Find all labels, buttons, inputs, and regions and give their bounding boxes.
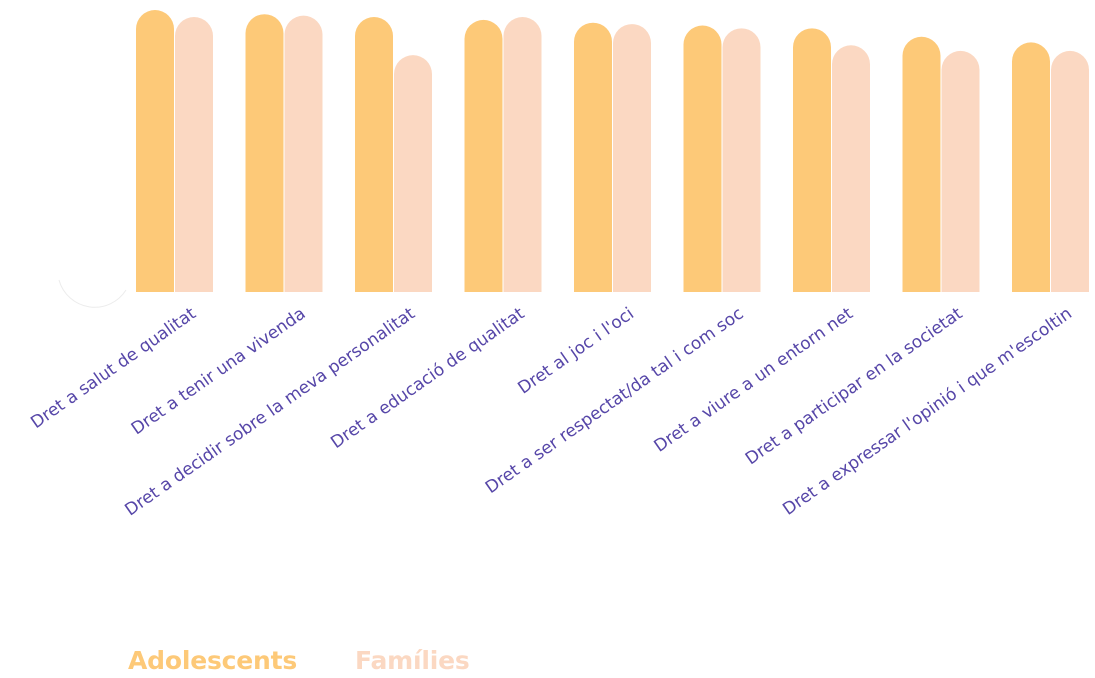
bar-adolescents-3 — [355, 17, 393, 293]
decorative-arc-shape — [58, 279, 127, 308]
bar-adolescents-2 — [245, 14, 284, 292]
bar-adolescents-9 — [1012, 42, 1050, 293]
bar-families-9 — [1051, 50, 1089, 292]
bar-families-6 — [722, 28, 761, 293]
bar-families-3 — [394, 55, 432, 293]
category-label-7: Dret a viure a un entorn net — [650, 304, 857, 457]
bar-families-2 — [284, 15, 323, 292]
legend: Adolescents Famílies — [128, 646, 470, 675]
bar-adolescents-6 — [683, 25, 722, 292]
bar-adolescents-1 — [136, 10, 174, 292]
bar-families-4 — [503, 17, 542, 293]
legend-item-families: Famílies — [355, 646, 470, 675]
category-label-4: Dret a educació de qualitat — [327, 304, 528, 453]
bar-families-7 — [832, 45, 870, 292]
legend-item-adolescents: Adolescents — [128, 646, 298, 675]
bar-adolescents-5 — [574, 22, 612, 292]
bar-families-1 — [175, 17, 213, 293]
bar-families-5 — [613, 24, 651, 292]
bar-families-8 — [941, 50, 980, 292]
bar-adolescents-4 — [464, 19, 503, 293]
bar-adolescents-7 — [793, 28, 831, 293]
bars-group — [136, 10, 1089, 293]
bar-adolescents-8 — [902, 36, 941, 292]
category-label-8: Dret a participar en la societat — [742, 304, 967, 470]
category-label-2: Dret a tenir una vivenda — [128, 304, 310, 440]
